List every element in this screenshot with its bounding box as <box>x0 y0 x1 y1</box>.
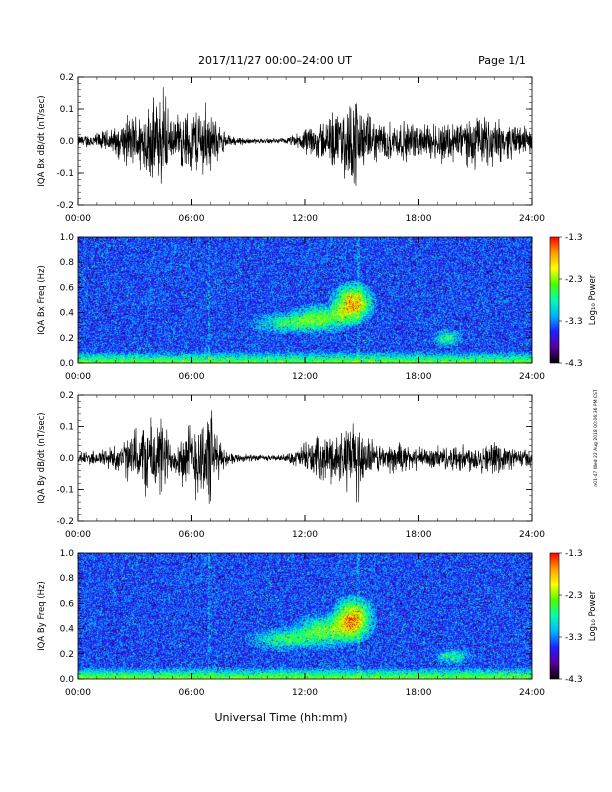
spectrogram-heatmap <box>78 237 532 363</box>
x-tick-label: 06:00 <box>179 688 205 698</box>
waveform-series <box>77 410 533 504</box>
y-tick-label: -0.2 <box>56 517 74 527</box>
colorbar-tick-label: -3.3 <box>565 317 583 327</box>
side-note: n01-47 Wed 22 Aug 2018 00:06:36 PM CST <box>593 389 599 487</box>
y-axis-label: IQA Bx Freq (Hz) <box>37 265 47 335</box>
y-tick-label: 0.0 <box>60 454 75 464</box>
colorbar-label: Log₁₀ Power <box>588 590 598 641</box>
y-tick-label: -0.1 <box>56 486 74 496</box>
y-tick-label: 0.1 <box>60 105 74 115</box>
x-tick-label: 00:00 <box>65 530 91 540</box>
y-tick-label: -0.2 <box>56 201 74 211</box>
y-tick-label: 0.0 <box>60 675 75 685</box>
y-tick-label: 1.0 <box>60 233 75 243</box>
x-tick-label: 06:00 <box>179 530 205 540</box>
colorbar <box>549 552 560 680</box>
y-tick-label: 0.0 <box>60 137 75 147</box>
x-tick-label: 06:00 <box>179 214 205 224</box>
x-tick-label: 24:00 <box>519 688 545 698</box>
y-tick-label: 0.6 <box>60 283 75 293</box>
y-tick-label: 0.6 <box>60 599 75 609</box>
x-tick-label: 24:00 <box>519 214 545 224</box>
x-tick-label: 12:00 <box>292 688 318 698</box>
x-tick-label: 12:00 <box>292 372 318 382</box>
y-tick-label: 0.4 <box>60 309 75 319</box>
x-tick-label: 18:00 <box>406 530 432 540</box>
x-tick-label: 12:00 <box>292 214 318 224</box>
colorbar-label: Log₁₀ Power <box>588 274 598 325</box>
colorbar-tick-label: -3.3 <box>565 633 583 643</box>
y-tick-label: 0.2 <box>60 73 74 83</box>
x-tick-label: 18:00 <box>406 214 432 224</box>
colorbar <box>549 236 560 364</box>
y-tick-label: 0.2 <box>60 334 74 344</box>
colorbar-tick-label: -2.3 <box>565 591 583 601</box>
x-tick-label: 24:00 <box>519 530 545 540</box>
y-tick-label: 1.0 <box>60 549 75 559</box>
x-tick-label: 00:00 <box>65 372 91 382</box>
y-axis-label: IQA By dB/dt (nT/sec) <box>37 412 47 503</box>
panels: 0.2 0.1 0.0 -0.1 -0.2 IQA Bx dB/dt (nT/sec) 00… <box>37 73 598 698</box>
x-tick-label: 06:00 <box>179 372 205 382</box>
y-tick-label: 0.2 <box>60 391 74 401</box>
y-axis-label: IQA By Freq (Hz) <box>37 581 47 651</box>
panel-3: 0.2 0.1 0.0 -0.1 -0.2 IQA By dB/dt (nT/sec) 00… <box>37 391 545 540</box>
y-tick-label: 0.8 <box>60 574 75 584</box>
x-axis-title: Universal Time (hh:mm) <box>215 711 348 724</box>
header-page: Page 1/1 <box>478 54 526 67</box>
colorbar-tick-label: -1.3 <box>565 549 583 559</box>
colorbar-tick-label: -1.3 <box>565 233 583 243</box>
x-tick-label: 24:00 <box>519 372 545 382</box>
y-tick-label: 0.0 <box>60 359 75 369</box>
waveform-series <box>77 87 533 186</box>
y-tick-label: -0.1 <box>56 169 74 179</box>
x-tick-label: 00:00 <box>65 688 91 698</box>
x-tick-label: 18:00 <box>406 688 432 698</box>
panel-4: -1.3 -2.3 -3.3 -4.3 Log₁₀ Power 1.0 0.8 0.6 0.4 0… <box>37 549 598 698</box>
panel-1: 0.2 0.1 0.0 -0.1 -0.2 IQA Bx dB/dt (nT/sec) 00… <box>37 73 545 224</box>
spectrogram-heatmap <box>78 553 532 679</box>
x-tick-label: 12:00 <box>292 530 318 540</box>
colorbar-tick-label: -2.3 <box>565 275 583 285</box>
y-tick-label: 0.2 <box>60 650 74 660</box>
colorbar-tick-label: -4.3 <box>565 675 583 685</box>
header-title: 2017/11/27 00:00–24:00 UT <box>198 54 352 67</box>
y-tick-label: 0.8 <box>60 258 75 268</box>
y-tick-label: 0.1 <box>60 423 74 433</box>
y-axis-label: IQA Bx dB/dt (nT/sec) <box>37 95 47 186</box>
x-tick-label: 18:00 <box>406 372 432 382</box>
colorbar-tick-label: -4.3 <box>565 359 583 369</box>
panel-2: -1.3 -2.3 -3.3 -4.3 Log₁₀ Power 1.0 0.8 0.6 0.4 0… <box>37 233 598 382</box>
y-tick-label: 0.4 <box>60 625 75 635</box>
x-tick-label: 00:00 <box>65 214 91 224</box>
